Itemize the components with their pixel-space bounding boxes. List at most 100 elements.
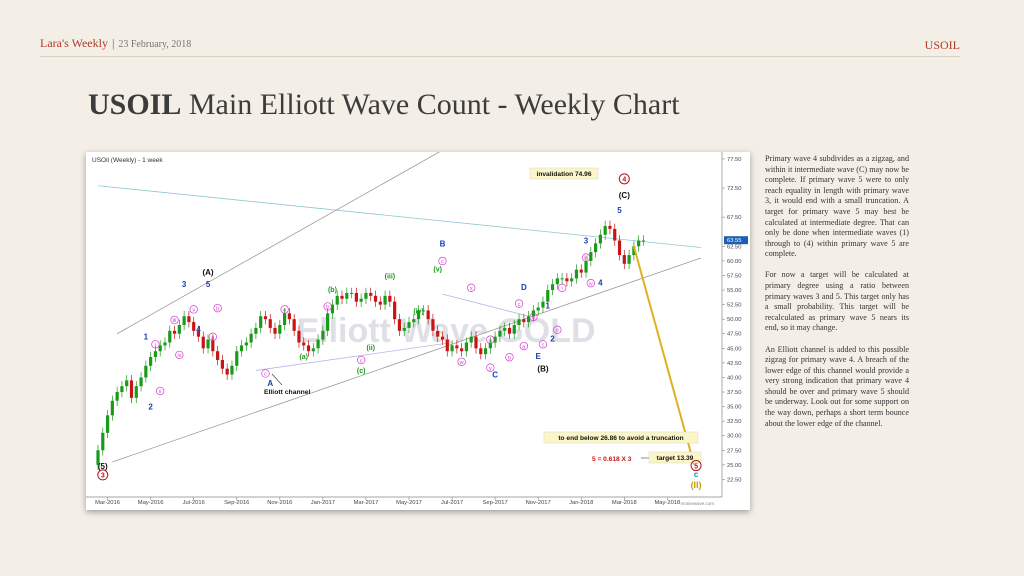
commentary: Primary wave 4 subdivides as a zigzag, a… [765,154,909,440]
candle-body [378,301,382,305]
candle-body [201,336,205,349]
commentary-paragraph-2: For now a target will be calculated at p… [765,270,909,333]
wave-label: 1 [144,333,149,342]
title-symbol: USOIL [88,88,182,121]
minute-wave-label: b [532,315,535,321]
x-tick-label: Nov-2017 [526,500,551,506]
candle-body [393,301,397,320]
x-tick-label: Mar-2017 [354,500,379,506]
header-date: 23 February, 2018 [118,39,192,50]
candle-body [436,330,440,337]
candle-body [373,295,378,302]
wave-label: A [267,379,273,388]
wave-label: 5 [617,206,622,215]
channel-lower-line [112,257,701,463]
projection-arrow-line [632,246,695,464]
candle-body [182,316,186,325]
header-symbol: USOIL [924,38,960,52]
candle-body [321,330,325,340]
candle-body [450,345,454,352]
candle-body [617,240,622,256]
candle-body [235,351,239,366]
wave-label: (v) [433,266,442,273]
candle-body [493,336,497,343]
candle-body [402,327,406,331]
x-tick-label: Jan-2017 [311,500,335,506]
candle-body [550,284,555,291]
candle-body [354,292,358,302]
minute-wave-label: i [155,343,156,349]
wave-b-line [442,293,529,317]
candle-body [407,322,411,328]
x-tick-label: Sep-2016 [224,500,249,506]
y-tick-label: 77.50 [727,157,742,163]
candle-body [125,380,129,387]
candle-body [412,319,416,323]
x-tick-label: Sep-2017 [483,500,508,506]
candle-body [460,348,464,352]
minute-wave-circle [151,340,160,349]
primary-wave-circle [618,173,630,185]
candle-body [349,292,354,294]
wave-label: (A) [202,268,213,277]
candle-body [120,386,124,393]
truncation-box [543,431,699,444]
candle-body [426,310,430,320]
wave-label: (iv) [413,308,424,315]
wave-label: (a) [299,354,308,361]
y-tick-label: 32.50 [727,419,742,425]
candle-body [440,336,445,340]
candle-body [287,313,291,320]
y-tick-label: 72.50 [727,186,742,192]
candle-body [259,316,263,328]
minute-wave-label: a [211,335,215,341]
candle-body [627,255,631,264]
candle-body [177,325,181,334]
x-tick-label: Mar-2016 [95,500,120,506]
minute-wave-label: b [216,306,219,312]
minute-wave-circle [357,355,366,365]
wave-label: 2 [550,334,555,343]
candle-body [306,345,311,352]
x-tick-label: Jan-2018 [569,500,593,506]
candle-body [254,327,258,334]
x-tick-label: Mar-2018 [612,500,637,506]
page-title: USOIL Main Elliott Wave Count - Weekly C… [88,88,680,122]
candle-body [144,365,148,378]
candle-body [598,234,602,244]
candle-body [153,351,158,358]
candle-body [115,392,119,401]
wave-label: 2 [148,403,153,412]
candle-body [641,240,646,242]
candle-body [498,330,502,337]
candle-body [388,295,392,302]
minute-wave-circle [175,350,184,360]
minute-wave-label: v [192,308,195,314]
candle-body [239,345,244,352]
candle-body [637,240,641,247]
y-tick-label: 30.00 [727,434,742,440]
candle-body [101,432,105,451]
y-tick-label: 62.50 [727,244,742,250]
candle-body [163,342,167,346]
minute-wave-circle [213,304,222,313]
minute-wave-circle [586,279,595,288]
minute-wave-label: w [459,360,464,366]
candle-body [187,316,191,323]
wave-label: (II) [691,480,702,490]
minute-wave-label: b [508,355,511,361]
wave-label: 3 [584,236,589,245]
minute-wave-circle [486,335,495,344]
candle-body [211,339,215,352]
candle-body [268,319,272,328]
minute-wave-label: iv [177,353,181,359]
y-tick-label: 27.50 [727,448,742,454]
invalidation-text: invalidation 74.96 [537,171,592,178]
minute-wave-label: i [561,286,562,292]
last-price-label: 63.55 [727,238,742,244]
wave-label: 4 [598,278,603,287]
minute-wave-circle [538,340,548,349]
candle-body [613,228,617,241]
minute-wave-circle [519,341,528,351]
primary-wave-circle [97,469,109,481]
